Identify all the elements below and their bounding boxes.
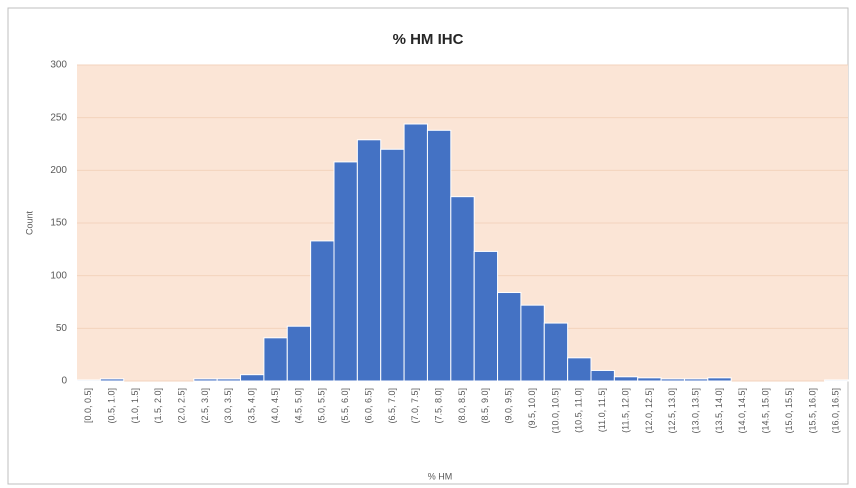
x-tick-label: (2.5, 3.0] bbox=[200, 388, 210, 424]
x-tick-label: (15.0, 15.5] bbox=[784, 388, 794, 434]
bar bbox=[567, 357, 592, 382]
x-tick-label: (13.5, 14.0] bbox=[714, 388, 724, 434]
x-tick-label: (2.0, 2.5] bbox=[177, 388, 187, 424]
bar bbox=[660, 378, 685, 382]
x-tick-label: (9.5, 10.0] bbox=[527, 388, 537, 429]
bar bbox=[450, 196, 475, 382]
x-tick-label: (8.5, 9.0] bbox=[480, 388, 490, 424]
x-tick-label: (7.0, 7.5] bbox=[410, 388, 420, 424]
x-tick-label: (1.5, 2.0] bbox=[153, 388, 163, 424]
x-tick-label: (0.5, 1.0] bbox=[106, 388, 116, 424]
bar bbox=[473, 250, 499, 382]
x-tick-label: (5.0, 5.5] bbox=[317, 388, 327, 424]
bar bbox=[543, 322, 569, 382]
x-tick-label: (10.5, 11.0] bbox=[574, 388, 584, 433]
bar bbox=[216, 378, 242, 382]
x-tick-label: (9.0, 9.5] bbox=[504, 388, 514, 424]
y-axis-label: Count bbox=[24, 211, 34, 236]
x-tick-label: (14.0, 14.5] bbox=[737, 388, 747, 434]
bar bbox=[380, 148, 405, 382]
y-tick-label: 50 bbox=[56, 323, 68, 334]
x-tick-label: (4.5, 5.0] bbox=[293, 388, 303, 424]
bar bbox=[76, 379, 101, 382]
bar bbox=[497, 292, 522, 382]
y-tick-label: 250 bbox=[50, 112, 67, 123]
bar bbox=[426, 129, 452, 382]
bar bbox=[240, 374, 265, 382]
bar bbox=[99, 378, 125, 382]
x-tick-label: (13.0, 13.5] bbox=[691, 388, 701, 434]
x-tick-label: (10.0, 10.5] bbox=[550, 388, 560, 434]
bar bbox=[707, 377, 732, 382]
bar bbox=[403, 123, 428, 382]
x-tick-label: (16.0, 16.5] bbox=[831, 388, 841, 434]
bar bbox=[637, 377, 662, 382]
x-axis-label: % HM bbox=[428, 471, 453, 481]
bar bbox=[310, 240, 335, 382]
bar bbox=[520, 304, 545, 382]
x-tick-label: (8.0, 8.5] bbox=[457, 388, 467, 424]
bar bbox=[263, 337, 288, 382]
x-tick-label: (4.0, 4.5] bbox=[270, 388, 280, 424]
x-tick-label: (6.5, 7.0] bbox=[387, 388, 397, 424]
x-tick-label: (3.0, 3.5] bbox=[223, 388, 233, 424]
x-tick-label: (7.5, 8.0] bbox=[434, 388, 444, 424]
y-tick-label: 150 bbox=[50, 218, 67, 229]
x-tick-label: (3.5, 4.0] bbox=[247, 388, 257, 424]
x-tick-label: [0.0, 0.5] bbox=[83, 388, 93, 423]
bar bbox=[286, 325, 312, 382]
bar bbox=[590, 369, 615, 382]
x-tick-label: (1.0, 1.5] bbox=[130, 388, 140, 424]
x-tick-label: (15.5, 16.0] bbox=[807, 388, 817, 434]
x-tick-label: (5.5, 6.0] bbox=[340, 388, 350, 424]
x-tick-label: (6.0, 6.5] bbox=[363, 388, 373, 424]
y-tick-label: 200 bbox=[50, 165, 67, 176]
x-tick-label: (12.0, 12.5] bbox=[644, 388, 654, 434]
x-tick-label: (14.5, 15.0] bbox=[761, 388, 771, 434]
bar bbox=[333, 161, 358, 382]
bar bbox=[613, 376, 639, 382]
x-tick-label: (11.0, 11.5] bbox=[597, 388, 607, 432]
bar bbox=[193, 378, 218, 382]
x-tick-label: (11.5, 12.0] bbox=[620, 388, 630, 433]
bar bbox=[683, 378, 709, 382]
bar bbox=[356, 139, 382, 382]
bar bbox=[824, 379, 849, 382]
y-tick-label: 300 bbox=[50, 60, 67, 71]
x-tick-label: (12.5, 13.0] bbox=[667, 388, 677, 434]
y-tick-label: 100 bbox=[50, 270, 67, 281]
y-tick-label: 0 bbox=[61, 376, 67, 387]
chart-title: % HM IHC bbox=[393, 31, 464, 48]
